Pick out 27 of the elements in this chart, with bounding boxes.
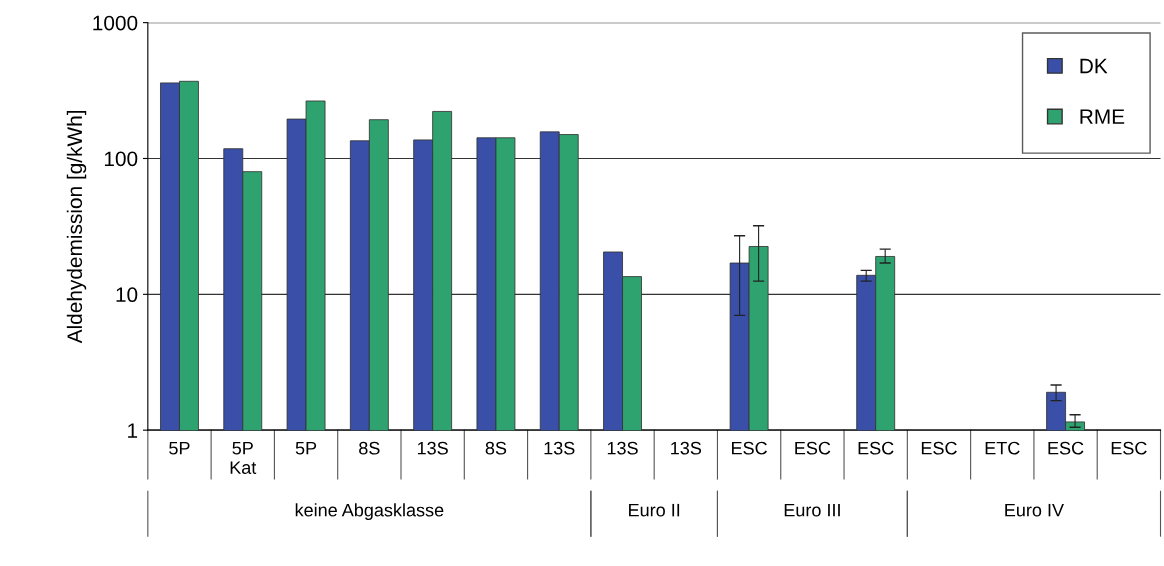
x-tick-label: 5P	[295, 441, 317, 455]
text: Euro IV	[1005, 503, 1064, 517]
x-tick-label: ESC	[795, 441, 831, 455]
y-tick-label: 1	[128, 423, 138, 438]
x-tick-label: 13S	[671, 441, 702, 455]
x-tick-label: ESC	[921, 441, 957, 455]
text: Euro II	[629, 503, 680, 517]
x-tick-label: ETC	[985, 441, 1020, 455]
x-tick-label: 13S	[607, 441, 638, 455]
x-tick-label: ESC	[732, 441, 767, 455]
x-tick-label: 8S	[359, 441, 380, 455]
y-tick-label: 100	[104, 151, 138, 167]
x-tick-label: ESC	[1111, 441, 1147, 455]
legend-label: RME	[1080, 109, 1125, 124]
y-tick-label: 1000	[93, 15, 138, 31]
x-tick-label: 5P	[169, 441, 190, 455]
text: keine Abgasklasse	[295, 503, 444, 521]
x-tick-label: 13S	[544, 441, 575, 455]
x-tick-label: ESC	[1048, 441, 1084, 455]
y-tick-label: 10	[116, 287, 138, 303]
x-tick-label: ESC	[858, 441, 894, 455]
legend-label: DK	[1080, 58, 1108, 74]
x-tick-label: 8S	[485, 441, 507, 455]
x-tick-label: 13S	[417, 441, 448, 455]
y-axis-title: Aldehydemission [g/kWh]	[66, 110, 87, 344]
x-tick-label: 5P Kat	[230, 441, 257, 474]
text: Euro III	[784, 503, 840, 517]
